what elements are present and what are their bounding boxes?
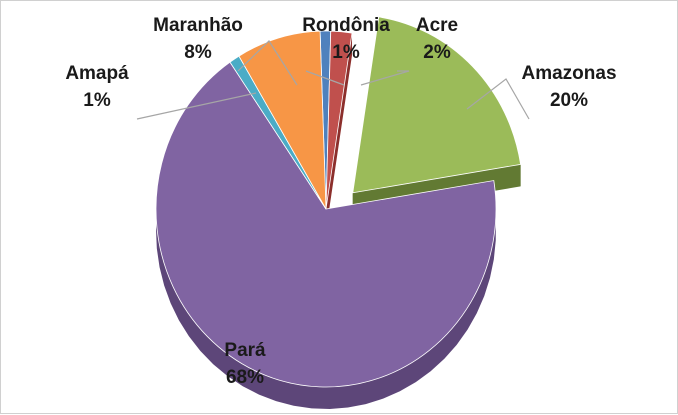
data-label-category: Amapá: [65, 63, 129, 84]
leader-line-5: [237, 40, 298, 86]
data-label-percent: 20%: [550, 90, 588, 111]
leader-lines: [136, 40, 530, 120]
data-label-category: Amazonas: [521, 63, 616, 84]
data-labels: Rondônia 1% Acre 2% Amazonas 20% Pará 68% Amapá 1…: [65, 15, 616, 388]
data-label-category: Maranhão: [153, 15, 243, 36]
pie-slice-pará: [155, 61, 497, 388]
leader-line-2: [466, 78, 530, 120]
leader-line-4: [136, 92, 257, 120]
pie-slice-maranhão: [238, 30, 327, 210]
data-label-percent: 2%: [423, 42, 451, 63]
data-label-category: Rondônia: [302, 15, 390, 36]
data-label-category: Acre: [416, 15, 458, 36]
pie-slice-face-1-1: [326, 33, 353, 231]
data-label-percent: 8%: [184, 42, 212, 63]
data-label-category: Pará: [224, 340, 266, 361]
pie-slice-acre: [325, 30, 353, 210]
data-label-percent: 1%: [83, 90, 111, 111]
pie-slice-amazonas: [352, 16, 522, 194]
data-label-percent: 68%: [226, 367, 264, 388]
pie-top-layer: [155, 16, 522, 388]
data-label-percent: 1%: [332, 42, 360, 63]
leader-line-0: [305, 70, 345, 86]
leader-line-1: [360, 70, 410, 86]
